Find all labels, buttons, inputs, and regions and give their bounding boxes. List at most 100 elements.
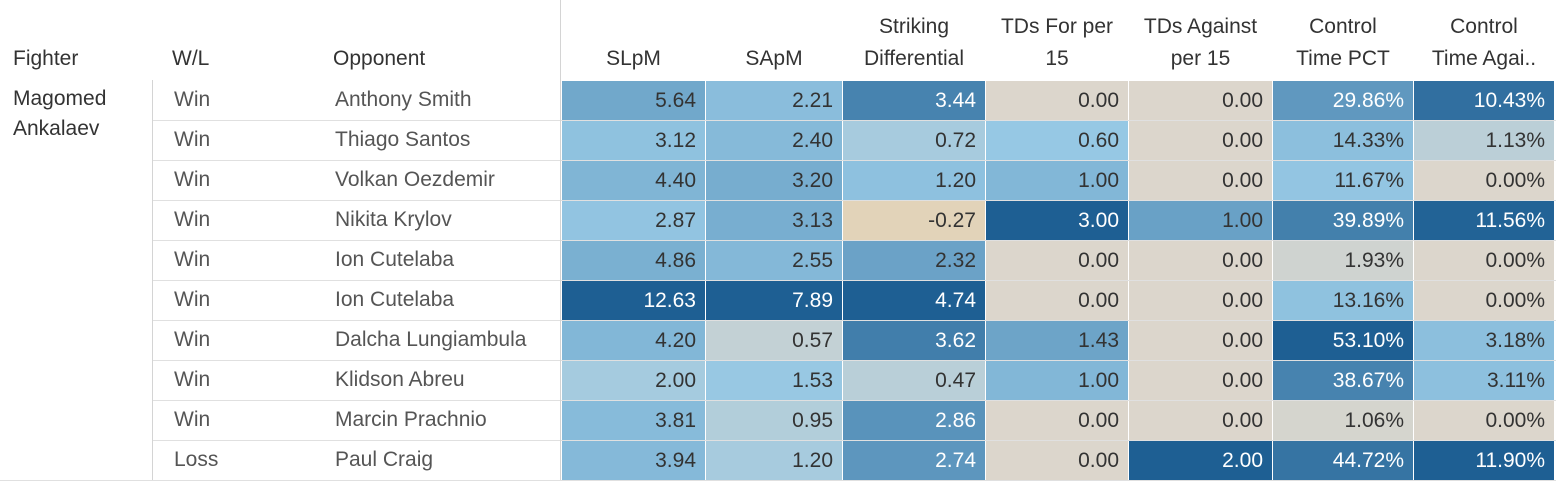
slpm-cell: 3.94 (562, 441, 705, 480)
row-divider (152, 240, 1556, 241)
ctrlagainst-cell: 1.13% (1414, 121, 1554, 160)
result-cell: Win (174, 128, 211, 151)
row-divider (152, 320, 1556, 321)
row-divider (152, 200, 1556, 201)
fighter-divider (152, 80, 153, 480)
column-header-line: TDs Against (1143, 15, 1258, 38)
column-header-line: SLpM (606, 47, 661, 70)
ctrl-cell: 1.93% (1273, 241, 1413, 280)
column-header-tdagainst: TDs Against per 15 (1129, 11, 1272, 75)
result-cell: Win (174, 88, 211, 111)
slpm-cell: 2.87 (562, 201, 705, 240)
tdagainst-cell: 0.00 (1129, 81, 1272, 120)
ctrl-cell: 39.89% (1273, 201, 1413, 240)
row-divider (152, 400, 1556, 401)
slpm-cell: 4.86 (562, 241, 705, 280)
result-cell: Win (174, 248, 211, 271)
tdagainst-cell: 0.00 (1129, 161, 1272, 200)
column-header-wl: W/L (172, 43, 332, 75)
ctrl-cell: 13.16% (1273, 281, 1413, 320)
tdagainst-cell: 1.00 (1129, 201, 1272, 240)
row-divider (152, 440, 1556, 441)
ctrl-cell: 44.72% (1273, 441, 1413, 480)
tdfor-cell: 0.60 (986, 121, 1128, 160)
sapm-cell: 0.95 (706, 401, 842, 440)
opponent-cell: Dalcha Lungiambula (335, 328, 527, 351)
diff-cell: 2.74 (843, 441, 985, 480)
ctrlagainst-cell: 0.00% (1414, 401, 1554, 440)
ctrlagainst-cell: 11.90% (1414, 441, 1554, 480)
column-header-tdfor: TDs For per 15 (986, 11, 1128, 75)
column-header-line: TDs For per (1000, 15, 1113, 38)
ctrlagainst-cell: 3.11% (1414, 361, 1554, 400)
column-header-line: 15 (1045, 47, 1069, 70)
slpm-cell: 4.40 (562, 161, 705, 200)
column-header-line: W/L (172, 47, 210, 70)
column-header-line: Fighter (13, 47, 79, 70)
column-header-slpm: SLpM (562, 43, 705, 75)
ctrlagainst-cell: 10.43% (1414, 81, 1554, 120)
fighter-name: Magomed Ankalaev (13, 84, 106, 144)
column-header-diff: Striking Differential (843, 11, 985, 75)
sapm-cell: 2.55 (706, 241, 842, 280)
opponent-cell: Thiago Santos (335, 128, 471, 151)
tdfor-cell: 0.00 (986, 241, 1128, 280)
row-divider (152, 120, 1556, 121)
diff-cell: 3.62 (843, 321, 985, 360)
column-divider (560, 0, 561, 480)
tdagainst-cell: 0.00 (1129, 121, 1272, 160)
column-header-line: per 15 (1170, 47, 1231, 70)
column-header-line: Time Agai.. (1431, 47, 1537, 70)
diff-cell: 3.44 (843, 81, 985, 120)
diff-cell: -0.27 (843, 201, 985, 240)
result-cell: Win (174, 368, 211, 391)
ctrl-cell: 1.06% (1273, 401, 1413, 440)
tdagainst-cell: 2.00 (1129, 441, 1272, 480)
result-cell: Win (174, 328, 211, 351)
sapm-cell: 0.57 (706, 321, 842, 360)
tdfor-cell: 1.00 (986, 361, 1128, 400)
sapm-cell: 2.21 (706, 81, 842, 120)
result-cell: Win (174, 168, 211, 191)
column-header-line: Control (1450, 15, 1518, 38)
opponent-cell: Volkan Oezdemir (335, 168, 495, 191)
sapm-cell: 3.13 (706, 201, 842, 240)
sapm-cell: 2.40 (706, 121, 842, 160)
opponent-cell: Ion Cutelaba (335, 288, 455, 311)
ctrlagainst-cell: 0.00% (1414, 241, 1554, 280)
tdfor-cell: 1.43 (986, 321, 1128, 360)
opponent-cell: Nikita Krylov (335, 208, 452, 231)
column-header-ctrlagainst: Control Time Agai.. (1414, 11, 1554, 75)
opponent-cell: Klidson Abreu (335, 368, 465, 391)
tdfor-cell: 0.00 (986, 281, 1128, 320)
fighter-name-line: Ankalaev (13, 117, 100, 140)
table-bottom-border (0, 480, 1556, 481)
tdagainst-cell: 0.00 (1129, 281, 1272, 320)
slpm-cell: 2.00 (562, 361, 705, 400)
opponent-cell: Ion Cutelaba (335, 248, 455, 271)
ctrl-cell: 53.10% (1273, 321, 1413, 360)
column-header-line: Time PCT (1296, 47, 1390, 70)
row-divider (152, 360, 1556, 361)
slpm-cell: 12.63 (562, 281, 705, 320)
tdfor-cell: 3.00 (986, 201, 1128, 240)
row-divider (152, 280, 1556, 281)
ctrlagainst-cell: 0.00% (1414, 161, 1554, 200)
diff-cell: 1.20 (843, 161, 985, 200)
result-cell: Win (174, 408, 211, 431)
ctrlagainst-cell: 11.56% (1414, 201, 1554, 240)
diff-cell: 2.32 (843, 241, 985, 280)
column-header-line: Differential (864, 47, 964, 70)
sapm-cell: 3.20 (706, 161, 842, 200)
tdfor-cell: 1.00 (986, 161, 1128, 200)
ctrl-cell: 29.86% (1273, 81, 1413, 120)
column-header-line: SApM (745, 47, 803, 70)
opponent-cell: Anthony Smith (335, 88, 472, 111)
fighter-name-line: Magomed (13, 87, 107, 110)
tdagainst-cell: 0.00 (1129, 361, 1272, 400)
slpm-cell: 4.20 (562, 321, 705, 360)
ctrlagainst-cell: 0.00% (1414, 281, 1554, 320)
ctrl-cell: 38.67% (1273, 361, 1413, 400)
tdagainst-cell: 0.00 (1129, 321, 1272, 360)
